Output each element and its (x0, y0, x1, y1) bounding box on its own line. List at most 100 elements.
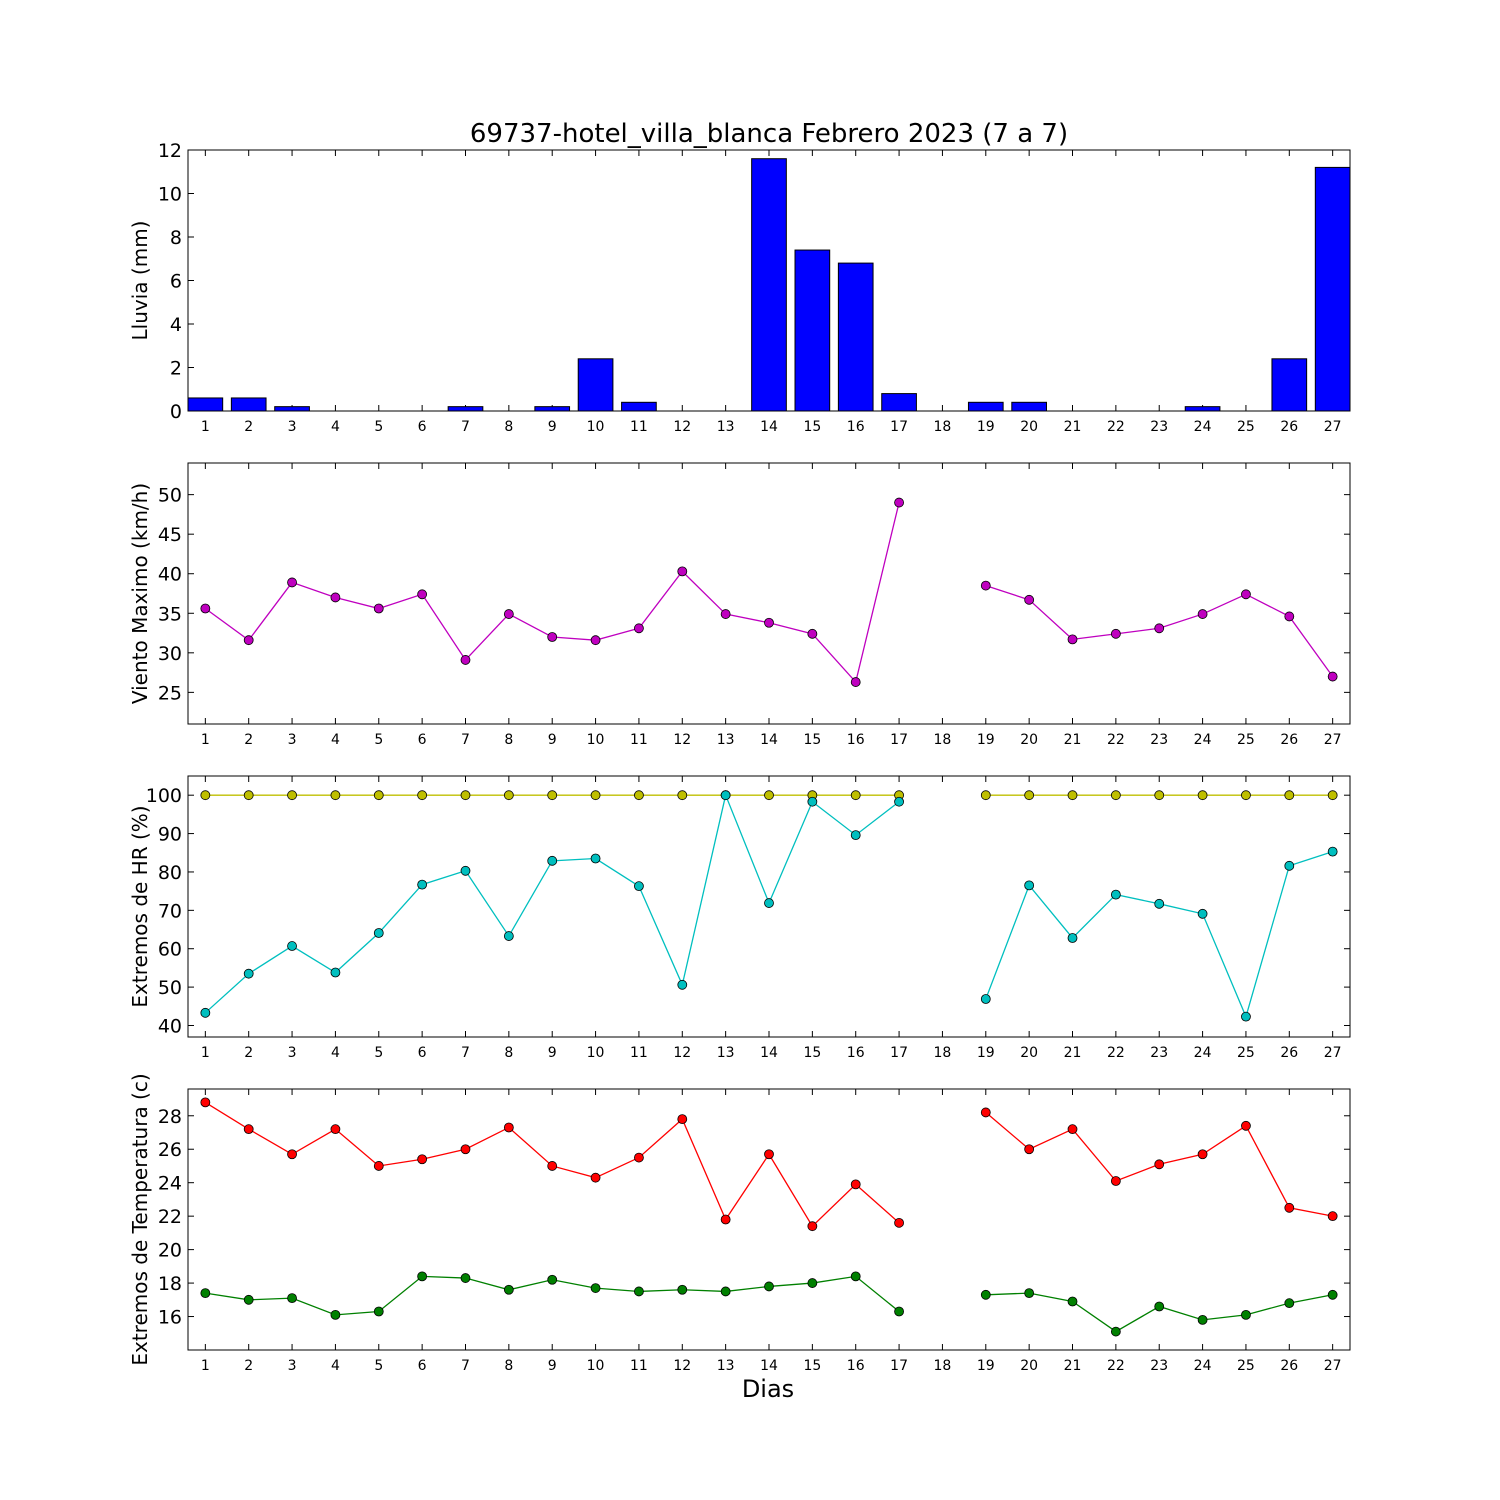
temperature-xtick-label: 3 (288, 1358, 297, 1374)
humidity-ytick-label: 70 (158, 900, 182, 922)
wind-data-point (590, 635, 601, 646)
humidity-data-point (200, 1007, 211, 1018)
temperature-data-point (1110, 1176, 1121, 1186)
wind-data-point (460, 655, 471, 665)
humidity-data-point (243, 790, 254, 801)
temperature-xtick-label: 6 (418, 1358, 427, 1374)
humidity-data-point (1327, 790, 1338, 801)
humidity-ytick-label: 40 (158, 1015, 182, 1037)
wind-xtick-label: 10 (587, 732, 605, 748)
humidity-data-point (1067, 790, 1078, 801)
temperature-data-point (1284, 1298, 1295, 1309)
temperature-data-point (764, 1281, 774, 1292)
rain-ytick-label: 10 (158, 184, 182, 206)
wind-data-point (720, 609, 731, 619)
humidity-data-point (1284, 790, 1295, 801)
wind-xtick-label: 9 (548, 732, 557, 748)
temperature-data-point (720, 1214, 731, 1225)
humidity-data-point (1110, 889, 1121, 900)
temperature-data-point (417, 1271, 428, 1282)
rain-xtick-label: 11 (630, 419, 648, 435)
temperature-xtick-label: 24 (1194, 1358, 1212, 1374)
rain-xtick-label: 24 (1194, 419, 1212, 435)
wind-data-point (1154, 623, 1165, 634)
wind-xtick-label: 19 (977, 732, 995, 748)
rain-xtick-label: 26 (1280, 419, 1298, 435)
humidity-ytick-label: 90 (158, 824, 182, 846)
humidity-data-point (503, 790, 514, 801)
humidity-xtick-label: 10 (587, 1045, 605, 1061)
rain-bar (577, 358, 614, 412)
humidity-data-point (1154, 790, 1165, 801)
humidity-data-point (1024, 880, 1035, 891)
temperature-ytick-label: 26 (158, 1139, 182, 1161)
rain-bar (967, 401, 1004, 412)
rain-xtick-label: 10 (587, 419, 605, 435)
wind-xtick-label: 27 (1324, 732, 1342, 748)
temperature-data-point (894, 1306, 904, 1317)
rain-xtick-label: 6 (418, 419, 427, 435)
wind-data-point (547, 632, 558, 642)
wind-data-point (1067, 634, 1078, 645)
temperature-xtick-label: 1 (201, 1358, 210, 1374)
humidity-data-point (243, 968, 254, 979)
wind-data-point (1197, 609, 1208, 619)
wind-data-point (417, 589, 428, 600)
x-axis-label: Dias (742, 1375, 794, 1403)
temperature-xtick-label: 23 (1150, 1358, 1168, 1374)
temperature-axes-frame (187, 1088, 1351, 1351)
humidity-data-point (373, 928, 384, 938)
wind-axes-frame (187, 462, 1351, 725)
rain-xtick-label: 7 (461, 419, 470, 435)
temperature-xtick-label: 5 (374, 1358, 383, 1374)
temperature-data-point (243, 1294, 254, 1305)
wind-xtick-label: 14 (760, 732, 778, 748)
humidity-data-point (1110, 790, 1121, 801)
humidity-data-point (850, 830, 861, 841)
humidity-xtick-label: 25 (1237, 1045, 1255, 1061)
rain-xtick-label: 5 (374, 419, 383, 435)
temperature-ytick-label: 24 (158, 1173, 182, 1195)
wind-xtick-label: 24 (1194, 732, 1212, 748)
temperature-data-point (417, 1154, 428, 1165)
humidity-data-point (764, 898, 774, 908)
humidity-data-point (547, 855, 558, 866)
humidity-xtick-label: 15 (803, 1045, 821, 1061)
humidity-xtick-label: 22 (1107, 1045, 1125, 1061)
rain-xtick-label: 19 (977, 419, 995, 435)
humidity-xtick-label: 3 (288, 1045, 297, 1061)
temperature-xtick-label: 13 (717, 1358, 735, 1374)
wind-ytick-label: 45 (158, 524, 182, 546)
temperature-data-point (460, 1273, 471, 1283)
wind-xtick-label: 6 (418, 732, 427, 748)
temperature-data-point (503, 1122, 514, 1133)
humidity-xtick-label: 5 (374, 1045, 383, 1061)
wind-xtick-label: 2 (244, 732, 253, 748)
humidity-xtick-label: 7 (461, 1045, 470, 1061)
rain-bar (1314, 166, 1351, 412)
temperature-data-point (1241, 1120, 1251, 1131)
temperature-data-point (634, 1152, 644, 1163)
temperature-data-point (1110, 1326, 1121, 1337)
rain-xtick-label: 2 (244, 419, 253, 435)
humidity-data-point (1197, 790, 1208, 801)
temperature-xtick-label: 19 (977, 1358, 995, 1374)
rain-xtick-label: 27 (1324, 419, 1342, 435)
humidity-xtick-label: 6 (418, 1045, 427, 1061)
temperature-xtick-label: 26 (1280, 1358, 1298, 1374)
rain-bar (837, 262, 874, 412)
humidity-data-point (764, 790, 774, 801)
humidity-xtick-label: 24 (1194, 1045, 1212, 1061)
rain-y-axis-label: Lluvia (mm) (128, 221, 152, 341)
wind-data-point (243, 635, 254, 646)
wind-data-point (503, 609, 514, 619)
wind-xtick-label: 3 (288, 732, 297, 748)
humidity-data-point (634, 881, 644, 892)
humidity-data-point (1241, 1011, 1251, 1022)
rain-xtick-label: 1 (201, 419, 210, 435)
wind-data-point (850, 677, 861, 687)
wind-ytick-label: 50 (158, 485, 182, 507)
wind-data-point (287, 577, 297, 588)
